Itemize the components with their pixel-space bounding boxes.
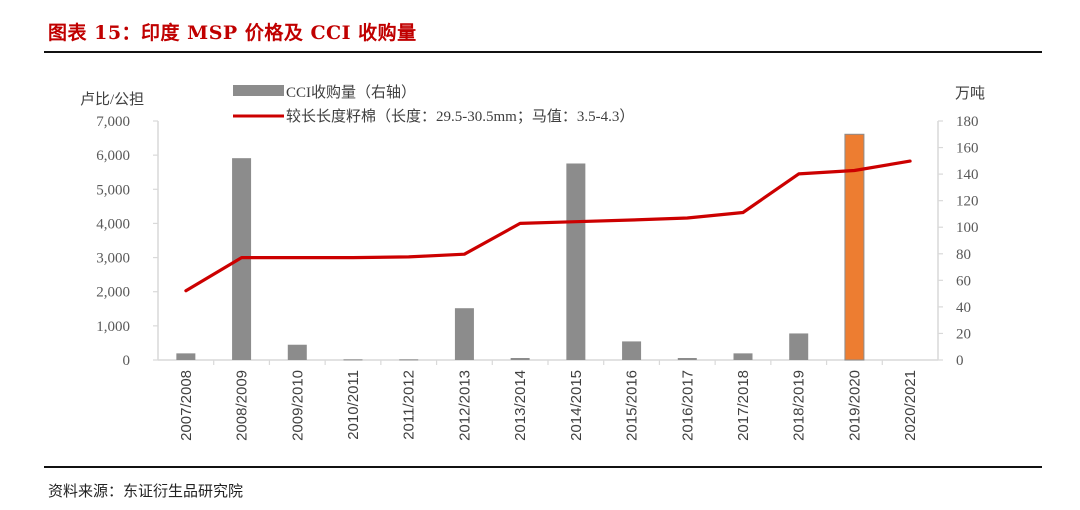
x-tick-label: 2016/2017 <box>679 370 696 441</box>
svg-text:卢比/公担: 卢比/公担 <box>80 91 144 108</box>
bar-series <box>176 133 865 361</box>
x-tick-label: 2019/2020 <box>846 370 863 441</box>
bar <box>454 308 474 360</box>
left-tick-label: 5,000 <box>96 182 130 198</box>
right-tick-label: 160 <box>956 141 979 157</box>
x-tick-label: 2018/2019 <box>791 370 808 441</box>
chart: 卢比/公担 万吨 CCI收购量（右轴） 较长长度籽棉（长度：29.5-30.5mm… <box>80 84 985 441</box>
legend-line-label: 较长长度籽棉（长度：29.5-30.5mm；马值：3.5-4.3） <box>286 107 634 125</box>
bar <box>566 163 586 360</box>
legend-bar-swatch <box>233 85 284 96</box>
bar <box>176 353 196 360</box>
right-tick-label: 60 <box>956 273 971 289</box>
price-line <box>184 159 912 293</box>
svg-text:万吨: 万吨 <box>955 85 985 102</box>
bar <box>733 353 753 360</box>
x-tick-label: 2008/2009 <box>234 370 251 441</box>
x-tick-label: 2011/2012 <box>401 370 418 440</box>
x-tick-label: 2020/2021 <box>902 370 919 441</box>
left-tick-label: 3,000 <box>96 251 130 267</box>
right-tick-label: 140 <box>956 167 979 183</box>
left-tick-label: 4,000 <box>96 216 130 232</box>
left-tick-label: 2,000 <box>96 285 130 301</box>
bar <box>622 341 642 360</box>
bar <box>844 133 865 361</box>
right-axis-label: 万吨 <box>955 85 985 102</box>
bar <box>343 359 363 361</box>
bar <box>399 359 419 361</box>
bar <box>287 344 307 360</box>
x-tick-label: 2010/2011 <box>345 370 362 440</box>
left-tick-label: 6,000 <box>96 148 130 164</box>
right-tick-label: 20 <box>956 326 971 342</box>
figure-title: 图表 15：印度 MSP 价格及 CCI 收购量 <box>48 22 417 44</box>
top-rule <box>44 51 1042 53</box>
right-tick-label: 40 <box>956 300 971 316</box>
left-tick-label: 7,000 <box>96 114 130 130</box>
x-tick-label: 2014/2015 <box>568 370 585 441</box>
bar <box>677 358 697 360</box>
x-tick-label: 2012/2013 <box>456 370 473 441</box>
right-tick-label: 180 <box>956 114 979 130</box>
bar <box>510 358 530 360</box>
source-note: 资料来源：东证衍生品研究院 <box>48 482 244 500</box>
x-tick-label: 2013/2014 <box>512 370 529 441</box>
x-tick-label: 2017/2018 <box>735 370 752 441</box>
right-tick-label: 0 <box>956 353 964 369</box>
x-axis-labels: 2007/2008 2008/2009 2009/2010 2010/2011 2011… <box>178 370 919 441</box>
bar <box>789 333 809 360</box>
x-tick-label: 2015/2016 <box>624 370 641 441</box>
left-tick-label: 0 <box>123 353 131 369</box>
legend-bar-label: CCI收购量（右轴） <box>286 84 416 101</box>
right-tick-label: 80 <box>956 247 971 263</box>
line-series <box>184 159 912 293</box>
x-tick-label: 2009/2010 <box>289 370 306 441</box>
left-tick-label: 1,000 <box>96 319 130 335</box>
bottom-rule <box>44 466 1042 468</box>
left-axis-label: 卢比/公担 <box>80 91 144 108</box>
x-tick-label: 2007/2008 <box>178 370 195 441</box>
legend: CCI收购量（右轴） 较长长度籽棉（长度：29.5-30.5mm；马值：3.5-4… <box>233 84 634 125</box>
right-tick-label: 120 <box>956 194 979 210</box>
right-tick-label: 100 <box>956 220 979 236</box>
